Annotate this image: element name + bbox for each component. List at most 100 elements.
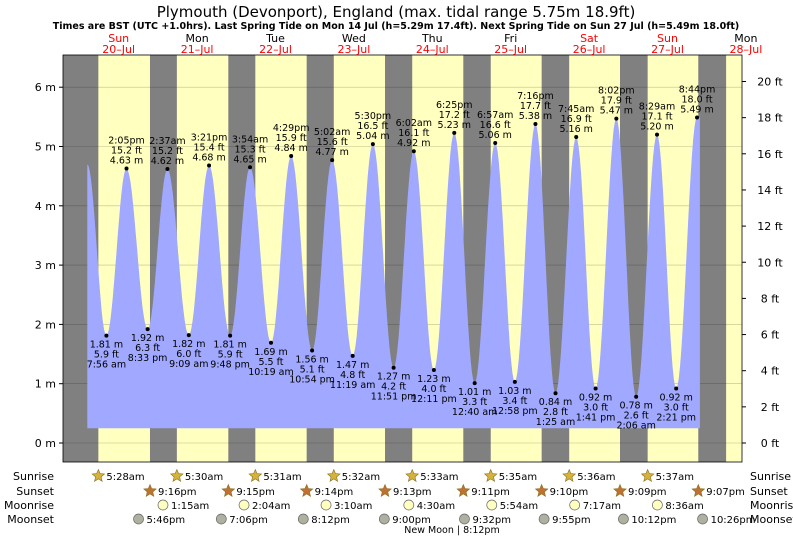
high-tide-time: 6:02am [396,118,432,129]
low-tide-metres: 1.23 m [417,374,450,385]
right-tick-label: 2 ft [761,401,780,414]
sunset-icon [299,483,314,497]
sunset-time: 9:09pm [628,487,667,498]
high-tide-feet: 15.3 ft [235,144,266,155]
low-tide-dot [104,333,109,338]
moonset-icon [459,513,470,525]
high-tide-time: 8:29am [639,102,675,113]
low-tide-feet: 4.2 ft [381,382,406,393]
moonset-time: 7:06pm [229,515,268,526]
low-tide-time: 8:33 pm [128,353,168,364]
high-tide-dot [330,158,335,163]
low-tide-dot [269,340,274,345]
low-tide-feet: 3.0 ft [664,402,689,413]
row-label-left: Moonrise [4,499,54,512]
row-label-right: Moonrise [750,499,793,512]
high-tide-dot [370,142,375,147]
high-tide-feet: 18.0 ft [681,94,712,105]
high-tide-metres: 4.62 m [151,156,184,167]
date-label: 22–Jul [259,43,292,56]
moonset-icon [133,513,144,525]
moonrise-time: 4:30am [417,501,455,512]
low-tide-metres: 0.92 m [659,392,692,403]
low-tide-feet: 5.5 ft [258,357,283,368]
low-tide-feet: 5.9 ft [218,350,243,361]
low-tide-time: 2:21 pm [656,412,696,423]
day-of-week-label: Thu [421,32,443,45]
right-tick-label: 16 ft [757,148,783,161]
moonrise-time: 8:36am [665,501,703,512]
sunset-time: 9:14pm [315,487,354,498]
low-tide-dot [431,368,436,373]
low-tide-time: 10:54 pm [289,374,335,385]
low-tide-feet: 3.0 ft [583,402,608,413]
low-tide-dot [145,327,150,332]
high-tide-time: 6:25pm [436,100,473,111]
high-tide-metres: 4.77 m [315,147,348,158]
high-tide-feet: 15.4 ft [194,142,225,153]
high-tide-feet: 17.2 ft [439,110,470,121]
moonrise-time: 2:04am [252,501,290,512]
moonrise-icon [157,499,169,511]
high-tide-metres: 5.06 m [478,130,511,141]
date-label: 21–Jul [181,43,214,56]
high-tide-metres: 4.68 m [192,152,225,163]
low-tide-dot [512,379,517,384]
low-tide-time: 9:48 pm [210,360,250,371]
high-tide-feet: 16.6 ft [480,120,511,131]
sunset-time: 9:13pm [393,487,432,498]
moonset-icon [297,513,309,525]
low-tide-time: 9:09 am [169,359,208,370]
row-label-right: Sunset [750,485,788,498]
sunset-icon [221,483,236,497]
day-of-week-label: Mon [185,32,208,45]
sunrise-icon [91,468,106,482]
left-tick-label: 3 m [35,259,56,272]
high-tide-dot [493,140,498,145]
moonrise-time: 3:10am [334,501,372,512]
sunrise-time: 5:35am [499,472,537,483]
low-tide-time: 1:25 am [536,417,575,428]
high-tide-dot [165,167,170,172]
low-tide-dot [674,386,679,391]
high-tide-metres: 5.38 m [519,111,552,122]
date-label: 24–Jul [416,43,449,56]
sunset-icon [613,483,627,497]
high-tide-feet: 16.1 ft [398,128,429,139]
moonrise-icon [652,499,663,511]
sunset-icon [534,483,549,497]
left-tick-label: 4 m [35,200,56,213]
sunrise-time: 5:36am [577,472,615,483]
high-tide-feet: 15.2 ft [152,146,183,157]
low-tide-time: 2:06 am [616,421,655,432]
daylight-band [726,55,742,462]
high-tide-metres: 4.65 m [233,154,266,165]
moonset-icon [697,513,708,525]
sunrise-icon [326,468,341,482]
right-tick-label: 20 ft [757,76,783,89]
high-tide-dot [411,149,416,154]
right-tick-label: 0 ft [761,437,780,450]
low-tide-feet: 3.4 ft [502,396,527,407]
low-tide-metres: 0.78 m [619,401,652,412]
low-tide-time: 11:19 am [330,380,375,391]
row-label-right: Sunrise [750,470,791,483]
low-tide-feet: 5.9 ft [94,350,119,361]
low-tide-time: 10:19 am [248,367,293,378]
low-tide-metres: 1.56 m [295,354,328,365]
date-label: 23–Jul [338,43,371,56]
date-label: 20–Jul [102,43,135,56]
low-tide-metres: 1.03 m [498,386,531,397]
sunrise-icon [169,468,184,482]
sunset-icon [143,483,157,497]
low-tide-feet: 4.0 ft [421,384,446,395]
row-label-left: Moonset [7,513,54,526]
moonrise-icon [486,499,498,511]
high-tide-time: 2:05pm [108,135,145,146]
high-tide-metres: 4.63 m [110,155,143,166]
plot-border [62,54,743,463]
moonrise-time: 5:54am [500,501,538,512]
low-tide-time: 11:51 pm [371,392,417,403]
